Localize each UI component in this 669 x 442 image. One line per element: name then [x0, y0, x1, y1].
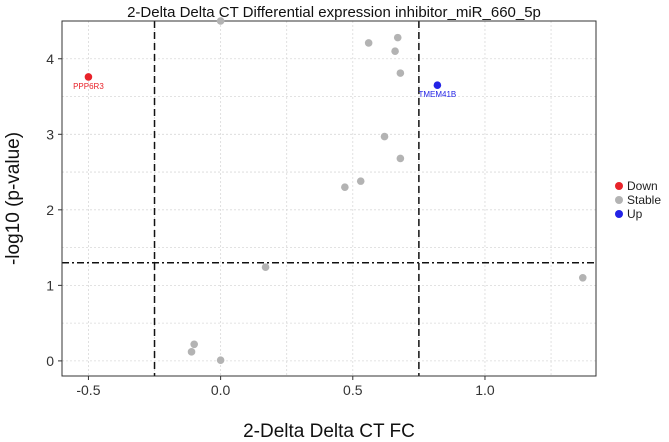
y-tick-label: 4: [46, 51, 54, 67]
data-point-down: [84, 73, 93, 81]
data-point-up: [433, 81, 442, 90]
legend-label-stable: Stable: [627, 193, 661, 207]
data-point-label: TMEM41B: [418, 90, 456, 99]
y-tick-label: 1: [46, 277, 54, 293]
x-tick-label: 0.5: [343, 382, 363, 398]
data-point-stable: [396, 69, 405, 77]
data-point-stable: [391, 47, 399, 56]
grid: [62, 20, 596, 376]
chart-title: 2-Delta Delta CT Differential expression…: [127, 4, 541, 21]
data-point-label: PPP6R3: [73, 82, 104, 91]
x-axis-title: 2-Delta Delta CT FC: [243, 421, 415, 442]
y-tick-label: 2: [46, 202, 54, 218]
legend-key-down: [615, 182, 623, 190]
data-point-stable: [393, 33, 402, 42]
threshold-lines: [62, 21, 596, 376]
data-point-stable: [341, 183, 349, 191]
y-tick-label: 3: [46, 126, 54, 142]
legend-key-stable: [615, 196, 623, 204]
data-point-stable: [396, 154, 405, 163]
axis-ticks: -0.5 0.0 0.5 1.0 0 1 2 3 4: [46, 51, 495, 398]
data-point-stable: [356, 177, 365, 185]
data-point-stable: [261, 263, 270, 272]
x-tick-label: -0.5: [76, 382, 100, 398]
y-axis-title: -log10 (p-value): [3, 132, 24, 265]
data-point-stable: [216, 17, 225, 25]
data-points: PPP6R3 TMEM41B: [73, 17, 587, 364]
plot-border: [61, 20, 597, 377]
data-point-stable: [578, 274, 587, 282]
data-point-stable: [380, 132, 389, 141]
data-point-stable: [190, 340, 198, 349]
data-point-stable: [364, 39, 373, 47]
data-point-stable: [187, 348, 196, 356]
legend-label-down: Down: [627, 179, 658, 193]
legend-label-up: Up: [627, 207, 643, 221]
x-tick-label: 1.0: [475, 382, 495, 398]
x-tick-label: 0.0: [211, 382, 231, 398]
legend-key-up: [615, 210, 623, 218]
y-tick-label: 0: [46, 353, 54, 369]
data-point-stable: [216, 356, 225, 364]
